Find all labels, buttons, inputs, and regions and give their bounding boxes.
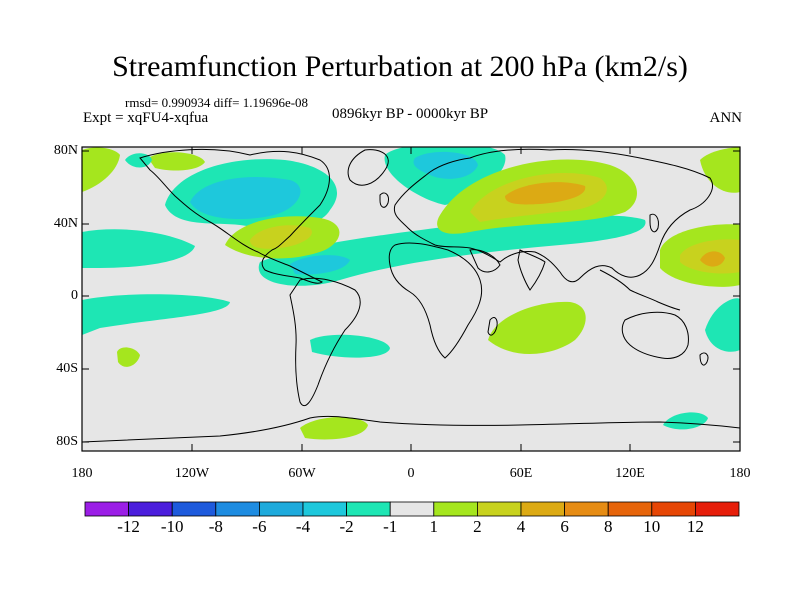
x-tick-label-0: 0 bbox=[407, 466, 415, 481]
coast-antarctica bbox=[82, 415, 740, 443]
contour-southeast-pacific bbox=[117, 347, 140, 367]
contour-northwest-band bbox=[82, 229, 195, 268]
coast-australia bbox=[621, 311, 689, 359]
colorbar-swatch bbox=[476, 501, 522, 517]
coast-arabia bbox=[469, 249, 501, 273]
x-tick-label-180w: 180 bbox=[71, 466, 93, 481]
contour-indian-ocean-high bbox=[488, 301, 586, 354]
season-label: ANN bbox=[709, 110, 743, 126]
coast-southeast-asia bbox=[599, 269, 681, 311]
colorbar-swatch bbox=[128, 501, 173, 517]
coast-india bbox=[517, 249, 546, 291]
colorbar-swatch bbox=[695, 501, 740, 517]
colorbar-swatch bbox=[520, 501, 565, 517]
contour-east-pacific-north bbox=[148, 152, 205, 171]
contour-far-south-east bbox=[663, 412, 708, 430]
y-tick-label-80n: 80N bbox=[53, 143, 78, 158]
coast-africa bbox=[388, 242, 483, 359]
colorbar-label: -2 bbox=[339, 517, 354, 536]
contour-subtropical-band bbox=[258, 215, 646, 286]
colorbar-label: 10 bbox=[643, 517, 661, 536]
contour-sw-pacific bbox=[705, 298, 740, 352]
contour-eurasian-high-core bbox=[505, 182, 586, 205]
colorbar-label: -12 bbox=[117, 517, 140, 536]
coast-south-america bbox=[289, 277, 361, 407]
coast-new-zealand bbox=[699, 352, 709, 366]
colorbar-swatch bbox=[215, 501, 260, 517]
colorbar-swatch bbox=[302, 501, 347, 517]
colorbar-label: 8 bbox=[603, 517, 613, 536]
colorbar-swatch bbox=[433, 501, 478, 517]
colorbar-label: 12 bbox=[686, 517, 704, 536]
contour-south-atlantic-low bbox=[310, 334, 390, 358]
coastlines bbox=[82, 148, 740, 443]
contour-west-atlantic-high-core bbox=[250, 225, 312, 249]
stats-label: rmsd= 0.990934 diff= 1.19696e-08 bbox=[125, 95, 309, 110]
colorbar-label: -10 bbox=[160, 517, 184, 536]
x-tick-label-120w: 120W bbox=[174, 466, 210, 481]
x-tick-label-60e: 60E bbox=[509, 466, 533, 481]
colorbar-label: -1 bbox=[383, 517, 398, 536]
x-tick-label-180e: 180 bbox=[729, 466, 751, 481]
contour-west-pacific-east bbox=[700, 251, 725, 267]
coast-british-isles bbox=[379, 192, 389, 208]
colorbar-swatch bbox=[258, 501, 304, 517]
experiment-label: Expt = xqFU4-xqfua bbox=[83, 110, 209, 126]
colorbar-label: 1 bbox=[429, 517, 439, 536]
contour-canada-low-core bbox=[190, 176, 301, 220]
coast-japan bbox=[649, 213, 659, 233]
x-tick-marks bbox=[81, 147, 741, 451]
coast-north-america bbox=[139, 148, 330, 284]
colorbar-swatch bbox=[346, 501, 391, 517]
y-tick-label-40s: 40S bbox=[56, 361, 78, 376]
colorbar-swatch bbox=[389, 501, 435, 517]
coast-eurasia bbox=[393, 148, 713, 283]
coast-madagascar bbox=[487, 317, 498, 336]
contour-antarctic-high bbox=[300, 417, 368, 440]
contour-subtropical-core bbox=[290, 255, 350, 275]
colorbar-label: -6 bbox=[252, 517, 267, 536]
figure-title: Streamfunction Perturbation at 200 hPa (… bbox=[112, 50, 688, 83]
y-tick-label-40n: 40N bbox=[53, 216, 78, 231]
colorbar bbox=[84, 501, 740, 517]
colorbar-swatch bbox=[651, 501, 696, 517]
y-tick-label-80s: 80S bbox=[56, 434, 78, 449]
contour-north-pacific-east-high bbox=[700, 147, 740, 193]
contour-pacific-tropical-west bbox=[82, 294, 230, 335]
y-tick-marks bbox=[82, 150, 740, 443]
colorbar-swatch bbox=[607, 501, 653, 517]
colorbar-swatch bbox=[171, 501, 217, 517]
contour-field bbox=[82, 147, 740, 443]
colorbar-label: -4 bbox=[295, 517, 311, 536]
colorbar-label: 6 bbox=[560, 517, 569, 536]
x-tick-label-120e: 120E bbox=[615, 466, 645, 481]
period-label: 0896kyr BP - 0000kyr BP bbox=[331, 106, 489, 122]
colorbar-swatch bbox=[84, 501, 129, 517]
colorbar-label: 2 bbox=[473, 517, 482, 536]
contour-north-pacific-west-high bbox=[82, 147, 120, 192]
y-tick-label-0: 0 bbox=[71, 288, 78, 303]
colorbar-swatch bbox=[564, 501, 609, 517]
colorbar-label: 4 bbox=[516, 517, 526, 536]
colorbar-label: -8 bbox=[208, 517, 223, 536]
coast-greenland bbox=[347, 149, 389, 186]
x-tick-label-60w: 60W bbox=[288, 466, 316, 481]
